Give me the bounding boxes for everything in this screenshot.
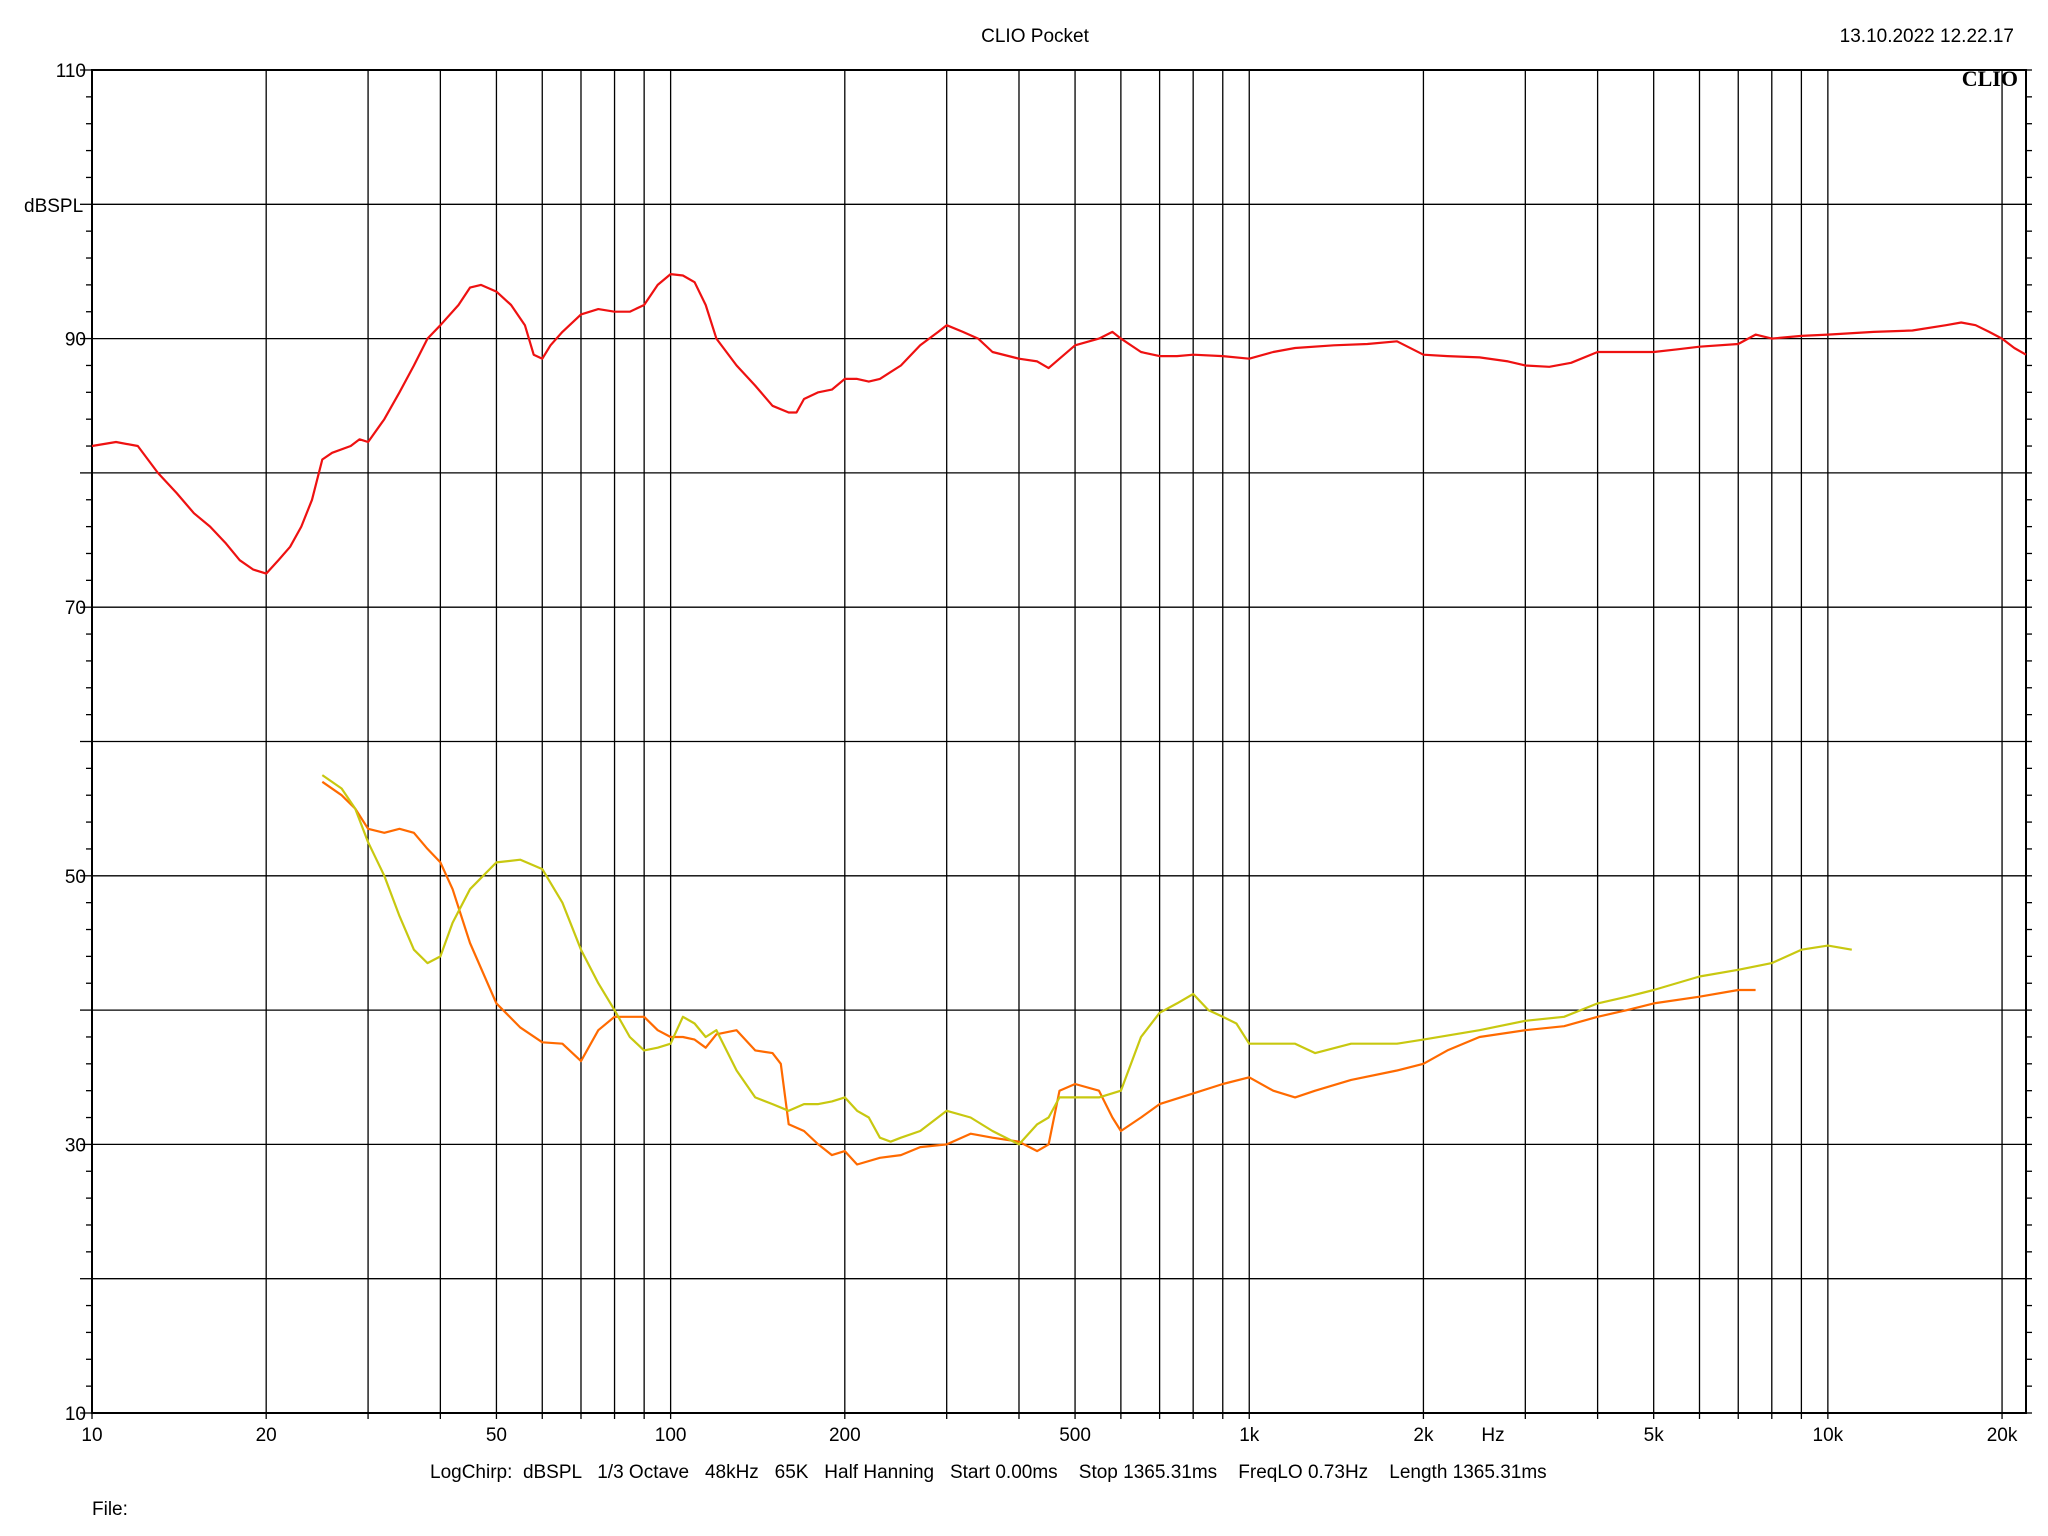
measurement-settings: LogChirp: dBSPL 1/3 Octave 48kHz 65K Hal… [430,1462,1547,1483]
x-tick-label: 20 [256,1425,277,1446]
series-line-yellow [321,774,1852,1146]
x-tick-label: 10k [1813,1425,1844,1446]
x-tick-label: 200 [829,1425,861,1446]
file-label: File: [92,1499,128,1520]
clio-logo: CLIO [1962,66,2018,91]
x-tick-label: 500 [1059,1425,1091,1446]
series-line-red [91,273,2027,575]
x-axis-unit-label: Hz [1481,1425,1504,1446]
x-tick-label: 5k [1644,1425,1665,1446]
major-grid [92,70,2026,1413]
series-group [91,273,2027,1166]
y-tick-label: 10 [65,1404,86,1425]
series-line-orange [321,780,1756,1166]
x-tick-label: 1k [1239,1425,1260,1446]
y-tick-label: 50 [65,867,86,888]
y-tick-label: 70 [65,598,86,619]
y-axis-unit-label: dBSPL [24,196,83,217]
x-tick-label: 100 [655,1425,687,1446]
y-tick-label: 30 [65,1135,86,1156]
x-tick-label: 10 [81,1425,102,1446]
axis-ticks [80,69,2032,1419]
chart-title: CLIO Pocket [981,26,1089,47]
y-tick-label: 90 [65,330,86,351]
x-tick-label: 50 [486,1425,507,1446]
timestamp: 13.10.2022 12.22.17 [1840,26,2014,47]
x-tick-label: 20k [1987,1425,2018,1446]
y-tick-label: 110 [56,61,86,82]
x-tick-label: 2k [1413,1425,1434,1446]
axis-labels: 10 30 50 70 90 110 10 20 50 100 200 500 1k 2k 5k 10k 20k [56,61,2018,1446]
